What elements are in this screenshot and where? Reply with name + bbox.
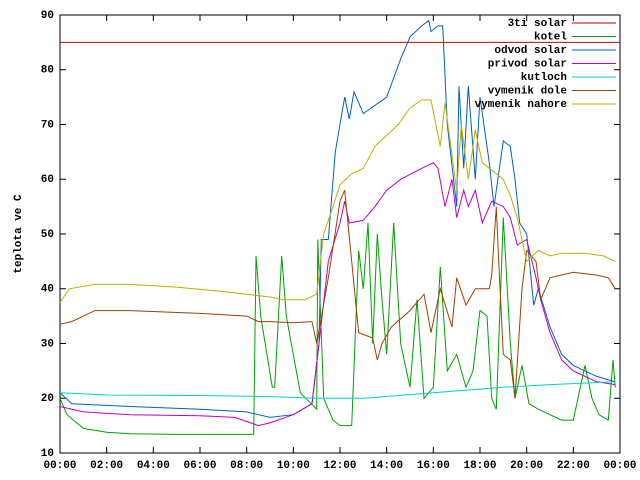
y-tick-label: 50 [41,229,54,241]
y-tick-label: 40 [41,284,54,296]
y-tick-label: 90 [41,10,54,22]
legend-label: 3ti solar [508,18,567,30]
y-axis-label: teplota ve C [13,194,25,274]
y-tick-label: 20 [41,393,54,405]
x-tick-label: 10:00 [277,460,310,472]
y-tick-label: 60 [41,174,54,186]
x-tick-label: 06:00 [183,460,216,472]
x-tick-label: 14:00 [370,460,403,472]
y-tick-label: 10 [41,448,54,460]
x-tick-label: 22:00 [557,460,590,472]
x-tick-label: 00:00 [43,460,76,472]
x-tick-label: 20:00 [510,460,543,472]
y-tick-label: 30 [41,338,54,350]
legend-label: vymenik dole [488,85,568,97]
legend-label: kutloch [521,72,567,84]
y-tick-label: 80 [41,65,54,77]
x-tick-label: 16:00 [417,460,450,472]
x-tick-label: 00:00 [603,460,636,472]
x-tick-label: 18:00 [463,460,496,472]
x-tick-label: 08:00 [230,460,263,472]
series-line [59,162,616,427]
x-tick-label: 12:00 [323,460,356,472]
x-tick-label: 02:00 [90,460,123,472]
legend-label: odvod solar [494,45,567,57]
series-line [59,217,616,435]
y-tick-label: 70 [41,119,54,131]
series-line [59,381,616,399]
series-line [59,190,616,399]
legend-label: privod solar [488,58,567,70]
legend-label: vymenik nahore [475,99,568,111]
x-tick-label: 04:00 [137,460,170,472]
series-line [59,99,616,303]
legend-label: kotel [534,31,567,43]
